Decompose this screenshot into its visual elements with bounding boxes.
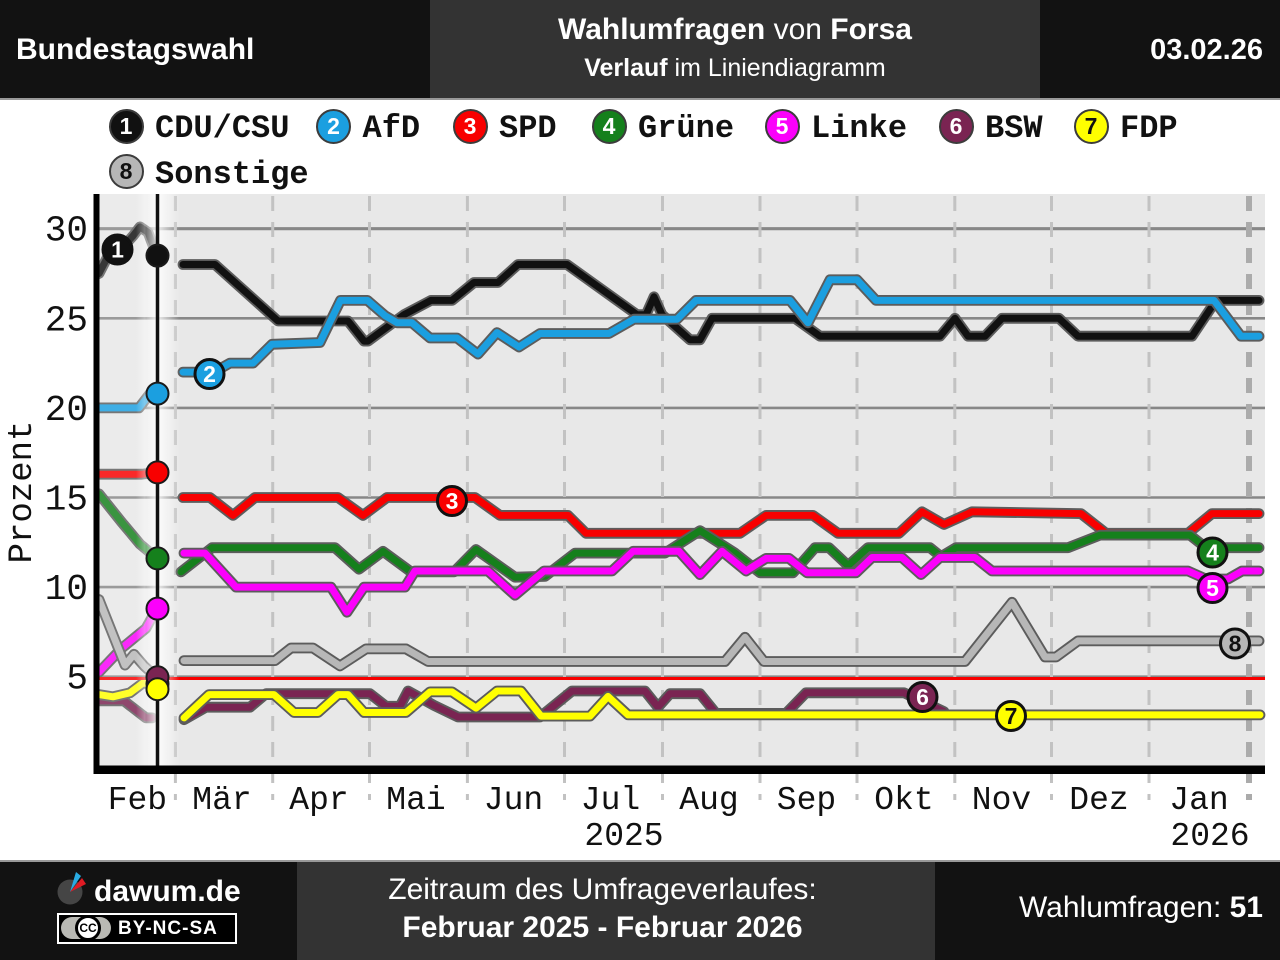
svg-text:Mär: Mär [192,782,251,819]
svg-text:Dez: Dez [1069,782,1128,819]
svg-text:7: 7 [1005,703,1018,729]
svg-text:Prozent: Prozent [4,421,42,564]
svg-text:20: 20 [45,390,88,431]
svg-text:5: 5 [66,659,88,700]
svg-text:Apr: Apr [289,782,348,819]
svg-text:Mai: Mai [386,782,445,819]
svg-text:3: 3 [446,488,459,514]
svg-text:Feb: Feb [108,782,167,819]
svg-text:2025: 2025 [584,818,663,855]
svg-text:Aug: Aug [679,782,738,819]
svg-text:4: 4 [1206,540,1219,566]
svg-text:5: 5 [1206,575,1219,601]
svg-text:6: 6 [916,684,929,710]
svg-text:2026: 2026 [1170,818,1249,855]
svg-text:Nov: Nov [972,782,1031,819]
svg-text:Sep: Sep [777,782,836,819]
svg-text:30: 30 [45,211,88,252]
svg-text:1: 1 [111,237,124,263]
svg-text:8: 8 [1229,631,1242,657]
svg-text:Okt: Okt [874,782,933,819]
svg-text:25: 25 [45,300,88,341]
svg-text:Jan: Jan [1169,782,1228,819]
svg-text:2: 2 [203,361,216,387]
svg-text:15: 15 [45,480,88,521]
svg-text:10: 10 [45,569,88,610]
svg-text:Jun: Jun [484,782,543,819]
svg-text:Jul: Jul [581,782,640,819]
